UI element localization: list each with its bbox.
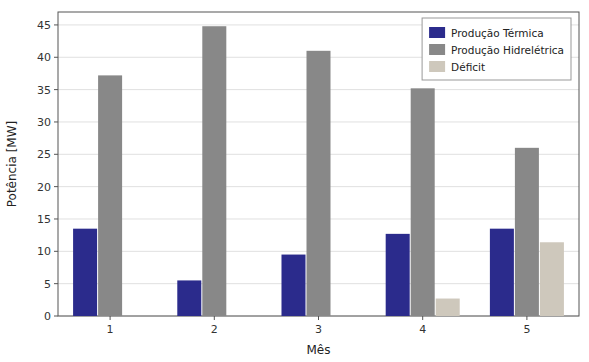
y-axis-label: Potência [MW]	[5, 121, 19, 208]
bar	[386, 234, 410, 316]
x-axis-label: Mês	[307, 343, 331, 357]
chart-container: 05101520253035404512345MêsPotência [MW]P…	[0, 0, 589, 362]
bar	[73, 229, 97, 316]
bar	[123, 316, 147, 317]
bar	[436, 299, 460, 316]
legend-swatch	[429, 27, 445, 38]
x-tick	[214, 316, 215, 320]
legend-box	[422, 18, 571, 80]
y-tick-label: 35	[37, 84, 51, 97]
x-tick	[110, 316, 111, 320]
bar	[281, 255, 305, 316]
legend-swatch	[429, 44, 445, 55]
chart: 05101520253035404512345MêsPotência [MW]P…	[0, 0, 589, 362]
x-tick-label: 3	[315, 323, 322, 336]
y-tick	[54, 154, 58, 155]
x-tick-label: 2	[211, 323, 218, 336]
y-tick	[54, 57, 58, 58]
bar	[515, 148, 539, 316]
bar	[202, 26, 226, 316]
legend: Produção Térmica Produção Hidrelétrica Déf…	[422, 18, 571, 80]
bar	[177, 280, 201, 316]
y-tick-label: 25	[37, 148, 51, 161]
x-tick-label: 4	[419, 323, 426, 336]
y-tick	[54, 89, 58, 90]
y-tick	[54, 24, 58, 25]
x-tick	[318, 316, 319, 320]
y-tick-label: 10	[37, 245, 51, 258]
y-tick	[54, 121, 58, 122]
legend-label: Déficit	[451, 61, 485, 73]
legend-label: Produção Hidrelétrica	[451, 44, 564, 56]
x-tick	[526, 316, 527, 320]
bar	[332, 316, 356, 317]
plot-frame	[58, 12, 579, 316]
x-tick-label: 5	[523, 323, 530, 336]
y-tick-label: 5	[44, 278, 51, 291]
x-tick	[422, 316, 423, 320]
y-tick	[54, 316, 58, 317]
y-tick-label: 40	[37, 51, 51, 64]
y-tick-label: 20	[37, 181, 51, 194]
y-tick-label: 0	[44, 310, 51, 323]
bar	[227, 316, 251, 317]
legend-label: Produção Térmica	[451, 27, 544, 39]
bar	[306, 51, 330, 316]
bar	[540, 242, 564, 316]
y-tick-label: 30	[37, 116, 51, 129]
bar	[98, 75, 122, 316]
y-tick	[54, 283, 58, 284]
axes: 05101520253035404512345	[37, 12, 579, 336]
y-tick	[54, 218, 58, 219]
x-tick-label: 1	[107, 323, 114, 336]
y-tick-label: 15	[37, 213, 51, 226]
y-tick	[54, 251, 58, 252]
legend-swatch	[429, 61, 445, 72]
y-tick	[54, 186, 58, 187]
y-tick-label: 45	[37, 19, 51, 32]
bar	[411, 88, 435, 316]
bar	[490, 229, 514, 316]
